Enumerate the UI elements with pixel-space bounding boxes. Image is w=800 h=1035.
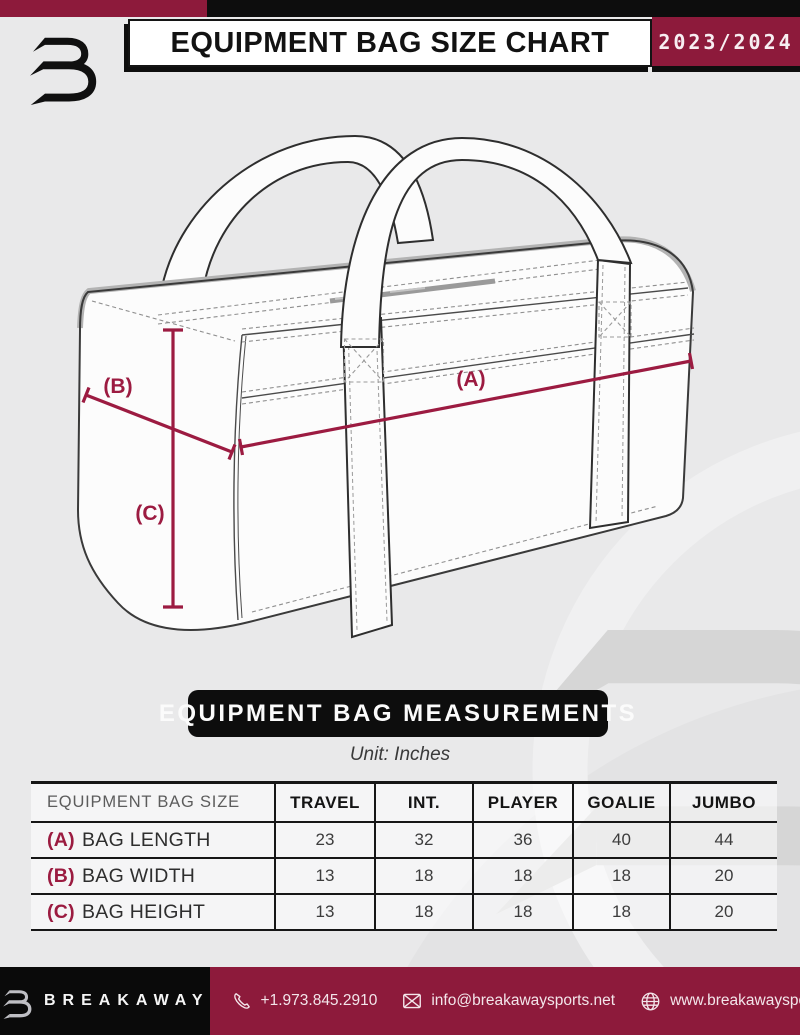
table-header-size: EQUIPMENT BAG SIZE <box>31 784 274 823</box>
season-badge: 2023/2024 <box>652 17 800 66</box>
bag-outline <box>76 239 695 631</box>
footer-contact-bar: +1.973.845.2910 info@breakawaysports.net… <box>209 967 800 1035</box>
top-strip-maroon <box>0 0 207 17</box>
table-row-height-label: (C) BAG HEIGHT <box>31 895 274 931</box>
table-cell: 44 <box>669 823 777 859</box>
table-cell: 32 <box>374 823 472 859</box>
table-cell: 13 <box>274 859 374 895</box>
table-cell: 36 <box>472 823 572 859</box>
breakaway-b-logo-icon <box>1 988 32 1019</box>
page-title-box: EQUIPMENT BAG SIZE CHART <box>128 19 652 67</box>
table-cell: 18 <box>374 859 472 895</box>
table-header-jumbo: JUMBO <box>669 784 777 823</box>
top-strip-black <box>207 0 800 17</box>
bag-back-handle <box>160 134 435 292</box>
table-header-travel: TRAVEL <box>274 784 374 823</box>
table-cell: 20 <box>669 859 777 895</box>
measurements-banner: EQUIPMENT BAG MEASUREMENTS <box>159 690 635 737</box>
table-cell: 40 <box>572 823 669 859</box>
table-cell: 23 <box>274 823 374 859</box>
size-table: EQUIPMENT BAG SIZE TRAVEL INT. PLAYER GO… <box>31 781 777 931</box>
table-header-int: INT. <box>374 784 472 823</box>
table-cell: 18 <box>374 895 472 931</box>
table-header-goalie: GOALIE <box>572 784 669 823</box>
website-contact: www.breakawaysports.net <box>639 990 800 1013</box>
breakaway-b-logo-icon <box>22 21 98 105</box>
table-cell: 18 <box>572 859 669 895</box>
dimension-labels: (A) (B) (C) <box>103 368 485 525</box>
mail-icon <box>403 993 422 1009</box>
unit-note: Unit: Inches <box>349 744 451 765</box>
dimension-label-A: (A) <box>456 368 485 391</box>
table-cell: 18 <box>472 859 572 895</box>
table-cell: 18 <box>572 895 669 931</box>
table-cell: 13 <box>274 895 374 931</box>
brand-name: BREAKAWAY <box>44 992 210 1009</box>
page-title: EQUIPMENT BAG SIZE CHART <box>170 26 610 59</box>
x-stitch-boxes <box>343 301 632 383</box>
phone-number: +1.973.845.2910 <box>260 992 378 1009</box>
table-cell: 18 <box>472 895 572 931</box>
dimension-line-A <box>240 359 692 449</box>
equipment-bag-diagram: (A) (B) (C) <box>76 134 696 639</box>
email-address: info@breakawaysports.net <box>431 992 616 1009</box>
table-row-length-label: (A) BAG LENGTH <box>31 823 274 859</box>
email-contact: info@breakawaysports.net <box>401 990 615 1012</box>
dimension-label-C: (C) <box>135 502 164 525</box>
measurements-banner-label: EQUIPMENT BAG MEASUREMENTS <box>158 699 638 727</box>
phone-icon <box>233 992 250 1009</box>
footer-brand-box: BREAKAWAY <box>0 967 210 1035</box>
phone-contact: +1.973.845.2910 <box>232 991 378 1012</box>
bag-front-handle <box>339 136 633 348</box>
footer: BREAKAWAY +1.973.845.2910 info@breakaway… <box>0 967 800 1035</box>
table-row-width-label: (B) BAG WIDTH <box>31 859 274 895</box>
dimension-lines <box>81 328 695 609</box>
season-label: 2023/2024 <box>658 29 794 54</box>
globe-icon <box>641 992 660 1010</box>
dimension-line-B <box>85 393 233 454</box>
table-header-player: PLAYER <box>472 784 572 823</box>
website-url: www.breakawaysports.net <box>670 992 800 1009</box>
dimension-label-B: (B) <box>103 375 132 398</box>
table-cell: 20 <box>669 895 777 931</box>
